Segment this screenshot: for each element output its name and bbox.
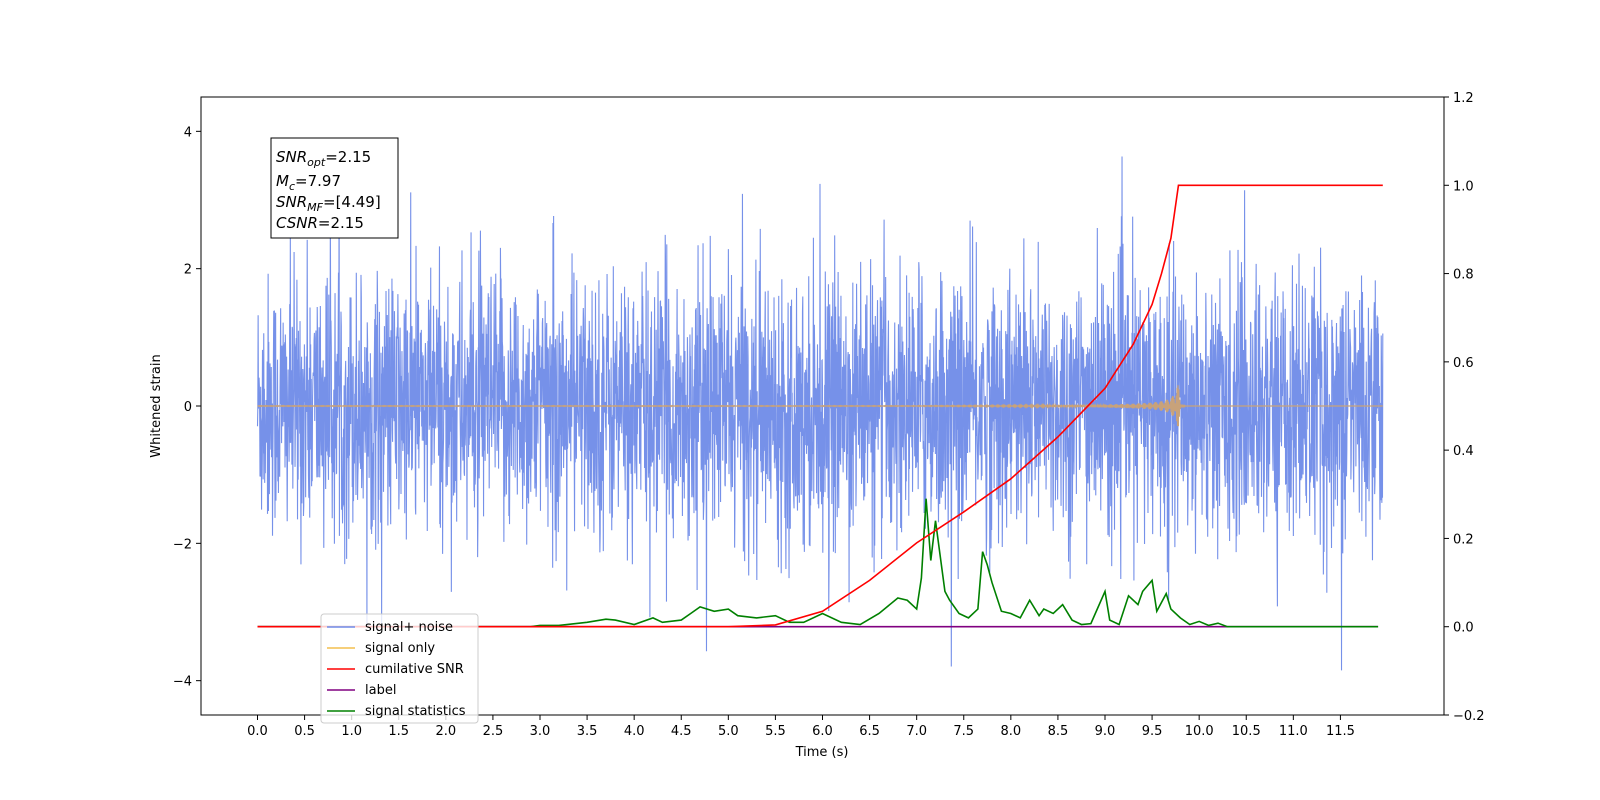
y2-tick-label: 0.4 bbox=[1453, 444, 1474, 459]
y2-tick-label: 1.2 bbox=[1453, 91, 1474, 106]
y-axis-label: Whitened strain bbox=[149, 354, 164, 457]
x-tick-label: 8.0 bbox=[1000, 724, 1021, 739]
legend-entry-cumulative-snr: cumilative SNR bbox=[327, 662, 464, 677]
x-tick-label: 11.0 bbox=[1279, 724, 1308, 739]
annotation-csnr: CSNR=2.15 bbox=[276, 214, 364, 232]
y-tick-label: 0 bbox=[184, 400, 192, 415]
x-tick-label: 3.5 bbox=[577, 724, 598, 739]
y2-tick-label: 0.0 bbox=[1453, 621, 1474, 636]
x-tick-label: 4.0 bbox=[624, 724, 645, 739]
legend-box bbox=[320, 613, 479, 724]
x-tick-label: 1.0 bbox=[341, 724, 362, 739]
x-tick-label: 10.5 bbox=[1232, 724, 1261, 739]
legend-entry-signal-only: signal only bbox=[327, 641, 435, 656]
x-tick-label: 9.5 bbox=[1142, 724, 1163, 739]
legend-entry-label: label bbox=[327, 683, 396, 698]
x-tick-label: 7.0 bbox=[906, 724, 927, 739]
y-tick-label: 4 bbox=[184, 125, 192, 140]
legend: signal+ noise signal only cumilative SNR… bbox=[320, 613, 479, 724]
series-signal-only-line bbox=[257, 385, 1383, 427]
y2-tick-label: 0.2 bbox=[1453, 532, 1474, 547]
series-cumulative-snr-line bbox=[257, 184, 1383, 628]
x-tick-label: 11.5 bbox=[1326, 724, 1355, 739]
y-axis-left: 4 2 0 −2 −4 bbox=[173, 125, 201, 690]
x-tick-label: 10.0 bbox=[1185, 724, 1214, 739]
series-signal-statistics-line bbox=[257, 498, 1379, 628]
legend-label: signal only bbox=[365, 641, 435, 656]
y2-tick-label: −0.2 bbox=[1453, 709, 1485, 724]
x-tick-label: 1.5 bbox=[388, 724, 409, 739]
series-layer bbox=[256, 156, 1384, 671]
annotation-snr-opt: SNRopt=2.15 bbox=[276, 148, 371, 169]
x-axis-label: Time (s) bbox=[795, 745, 849, 760]
x-tick-label: 4.5 bbox=[671, 724, 692, 739]
x-tick-label: 2.0 bbox=[435, 724, 456, 739]
annotation-box bbox=[270, 137, 399, 239]
y-axis-right: 1.2 1.0 0.8 0.6 0.4 0.2 0.0 −0.2 bbox=[1444, 91, 1485, 724]
x-tick-label: 5.5 bbox=[765, 724, 786, 739]
annotation-snr-mf: SNRMF=[4.49] bbox=[276, 193, 381, 214]
legend-label: signal statistics bbox=[365, 704, 466, 719]
x-tick-label: 0.0 bbox=[247, 724, 268, 739]
x-tick-label: 9.0 bbox=[1095, 724, 1116, 739]
legend-entry-signal-noise: signal+ noise bbox=[327, 620, 453, 635]
x-axis: 0.0 0.5 1.0 1.5 2.0 2.5 3.0 3.5 4.0 4.5 5.0 5.5 6.0 6… bbox=[247, 715, 1355, 739]
x-tick-label: 8.5 bbox=[1048, 724, 1069, 739]
legend-label: label bbox=[365, 683, 396, 698]
x-tick-label: 6.5 bbox=[859, 724, 880, 739]
stats-annotation: SNRopt=2.15 Mc=7.97 SNRMF=[4.49] CSNR=2.… bbox=[270, 137, 399, 239]
annotation-mc: Mc=7.97 bbox=[276, 172, 341, 193]
x-tick-label: 5.0 bbox=[718, 724, 739, 739]
y2-tick-label: 0.6 bbox=[1453, 356, 1474, 371]
legend-label: cumilative SNR bbox=[365, 662, 464, 677]
legend-label: signal+ noise bbox=[365, 620, 453, 635]
y-tick-label: −2 bbox=[173, 537, 192, 552]
y2-tick-label: 0.8 bbox=[1453, 268, 1474, 283]
series-signal-noise-line bbox=[256, 156, 1384, 671]
legend-entry-signal-statistics: signal statistics bbox=[327, 704, 466, 719]
x-tick-label: 3.0 bbox=[530, 724, 551, 739]
x-tick-label: 2.5 bbox=[483, 724, 504, 739]
x-tick-label: 0.5 bbox=[294, 724, 315, 739]
y2-tick-label: 1.0 bbox=[1453, 179, 1474, 194]
y-tick-label: −4 bbox=[173, 675, 192, 690]
x-tick-label: 6.0 bbox=[812, 724, 833, 739]
x-tick-label: 7.5 bbox=[953, 724, 974, 739]
y-tick-label: 2 bbox=[184, 263, 192, 278]
